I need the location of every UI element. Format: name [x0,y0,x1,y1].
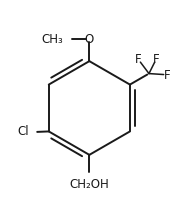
Text: F: F [135,53,142,66]
Text: F: F [164,69,171,82]
Text: CH₃: CH₃ [42,33,64,46]
Text: Cl: Cl [17,125,29,138]
Text: CH₂OH: CH₂OH [69,178,109,191]
Text: F: F [153,53,160,66]
Text: O: O [85,33,94,46]
